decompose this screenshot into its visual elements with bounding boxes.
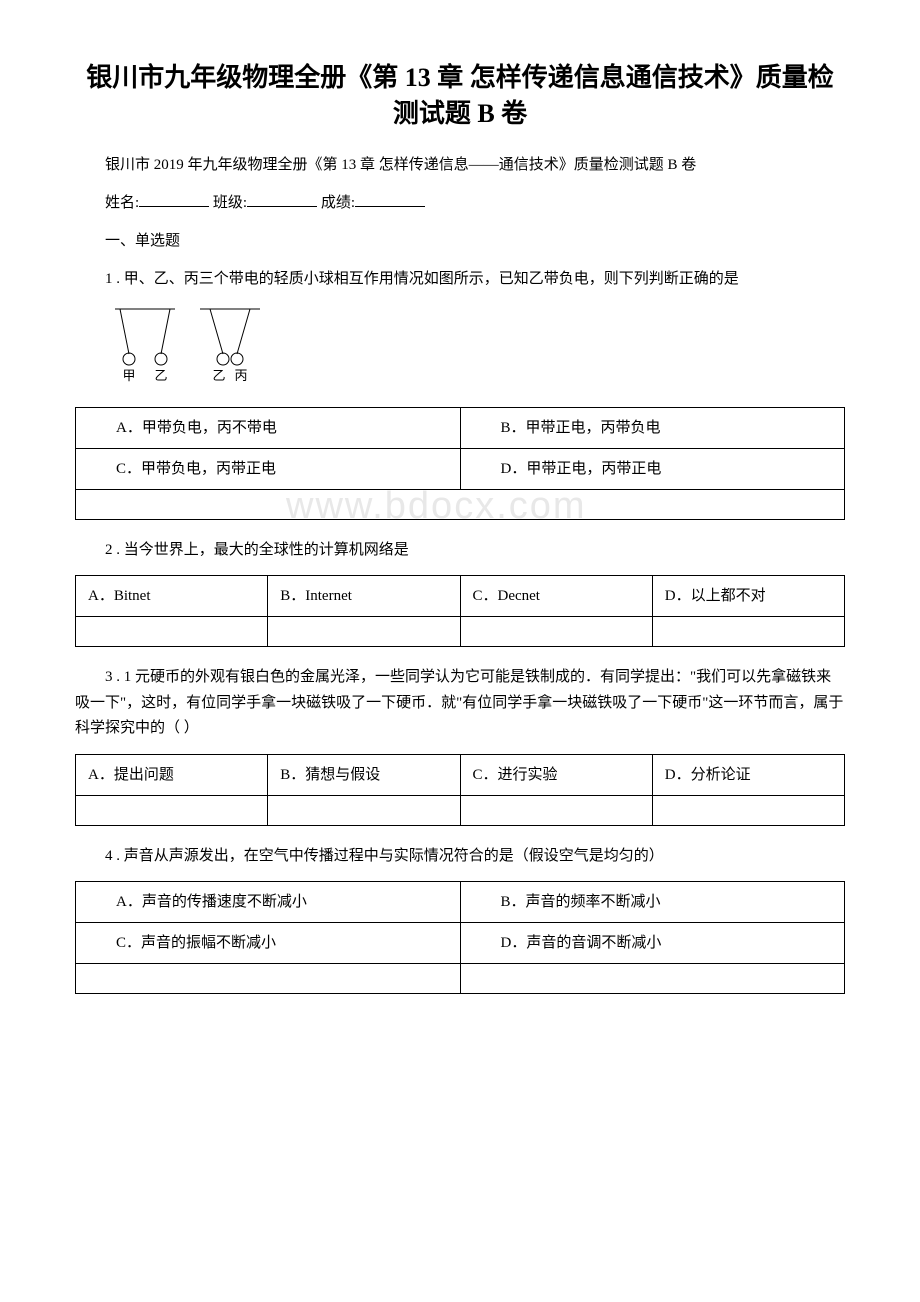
q2-option-b[interactable]: B．Internet [268, 576, 460, 617]
q3-option-b[interactable]: B．猜想与假设 [268, 754, 460, 795]
score-blank[interactable] [355, 192, 425, 207]
question-2-options: A．Bitnet B．Internet C．Decnet D．以上都不对 [75, 575, 845, 647]
question-1-text: 1 . 甲、乙、丙三个带电的轻质小球相互作用情况如图所示，已知乙带负电，则下列判… [75, 267, 845, 293]
class-blank[interactable] [247, 192, 317, 207]
document-title: 银川市九年级物理全册《第 13 章 怎样传递信息通信技术》质量检测试题 B 卷 [75, 60, 845, 133]
question-3-text: 3 . 1 元硬币的外观有银白色的金属光泽，一些同学认为它可能是铁制成的．有同学… [75, 665, 845, 742]
q3-empty-cell [652, 795, 844, 825]
q4-option-b[interactable]: B．声音的频率不断减小 [460, 882, 845, 923]
diagram-label-yi2: 乙 [212, 368, 225, 383]
score-label: 成绩: [321, 195, 355, 211]
q3-option-c[interactable]: C．进行实验 [460, 754, 652, 795]
question-4-options: A．声音的传播速度不断减小 B．声音的频率不断减小 C．声音的振幅不断减小 D．… [75, 881, 845, 994]
diagram-label-bing: 丙 [234, 368, 247, 383]
q1-option-b[interactable]: B．甲带正电，丙带负电 [460, 407, 845, 448]
question-1-diagram: 甲 乙 乙 丙 [105, 304, 845, 393]
name-label: 姓名: [105, 195, 139, 211]
q4-option-c[interactable]: C．声音的振幅不断减小 [76, 923, 461, 964]
q3-empty-cell [76, 795, 268, 825]
question-2-text: 2 . 当今世界上，最大的全球性的计算机网络是 [75, 538, 845, 564]
question-3-options: A．提出问题 B．猜想与假设 C．进行实验 D．分析论证 [75, 754, 845, 826]
q4-option-d[interactable]: D．声音的音调不断减小 [460, 923, 845, 964]
q2-option-d[interactable]: D．以上都不对 [652, 576, 844, 617]
name-blank[interactable] [139, 192, 209, 207]
class-label: 班级: [213, 195, 247, 211]
document-subtitle: 银川市 2019 年九年级物理全册《第 13 章 怎样传递信息——通信技术》质量… [75, 153, 845, 177]
q3-empty-cell [460, 795, 652, 825]
q1-option-c[interactable]: C．甲带负电，丙带正电 [76, 448, 461, 489]
q2-empty-cell [460, 617, 652, 647]
q4-empty-cell [76, 964, 461, 994]
q1-option-d[interactable]: D．甲带正电，丙带正电 [460, 448, 845, 489]
q2-empty-cell [652, 617, 844, 647]
q3-empty-cell [268, 795, 460, 825]
q4-option-a[interactable]: A．声音的传播速度不断减小 [76, 882, 461, 923]
q2-empty-cell [76, 617, 268, 647]
q4-empty-cell [460, 964, 845, 994]
q2-empty-cell [268, 617, 460, 647]
q3-option-d[interactable]: D．分析论证 [652, 754, 844, 795]
q3-option-a[interactable]: A．提出问题 [76, 754, 268, 795]
question-1-options: A．甲带负电，丙不带电 B．甲带正电，丙带负电 C．甲带负电，丙带正电 D．甲带… [75, 407, 845, 520]
q1-option-a[interactable]: A．甲带负电，丙不带电 [76, 407, 461, 448]
q1-empty-cell: www.bdocx.com [76, 489, 845, 519]
diagram-label-yi: 乙 [154, 368, 167, 383]
question-4-text: 4 . 声音从声源发出，在空气中传播过程中与实际情况符合的是（假设空气是均匀的） [75, 844, 845, 870]
q2-option-c[interactable]: C．Decnet [460, 576, 652, 617]
section-heading: 一、单选题 [75, 229, 845, 253]
student-info-line: 姓名: 班级: 成绩: [75, 191, 845, 215]
q2-option-a[interactable]: A．Bitnet [76, 576, 268, 617]
diagram-label-jia: 甲 [122, 368, 135, 383]
